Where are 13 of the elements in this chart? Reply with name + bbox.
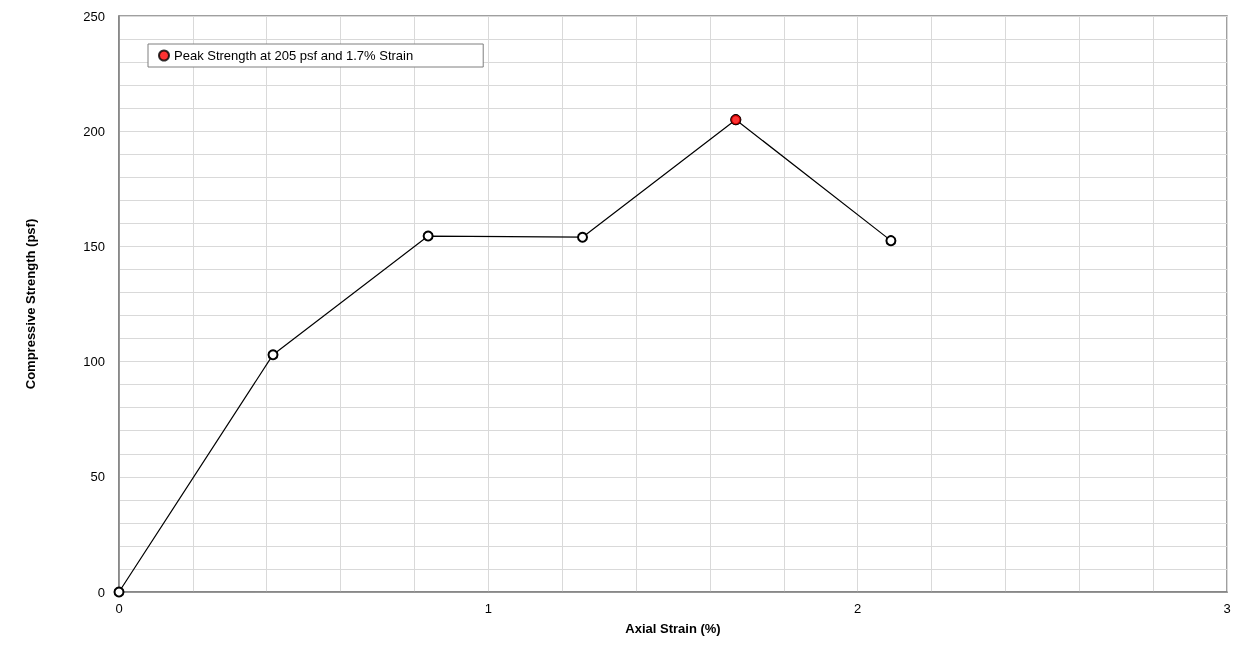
y-tick-label: 100 [83,354,105,370]
x-axis-title: Axial Strain (%) [625,621,721,636]
y-tick-label: 250 [83,8,105,24]
x-tick-label: 2 [854,601,862,616]
legend-label: Peak Strength at 205 psf and 1.7% Strain [174,48,414,63]
y-tick-label: 200 [83,123,105,139]
y-tick-label: 50 [90,469,105,485]
x-tick-label: 3 [1223,601,1231,616]
y-tick-label: 150 [83,238,105,254]
x-tick-label: 1 [484,601,492,616]
y-tick-label: 0 [97,584,105,600]
y-axis-title: Compressive Strength (psf) [23,218,38,390]
x-tick-label: 0 [115,601,123,616]
